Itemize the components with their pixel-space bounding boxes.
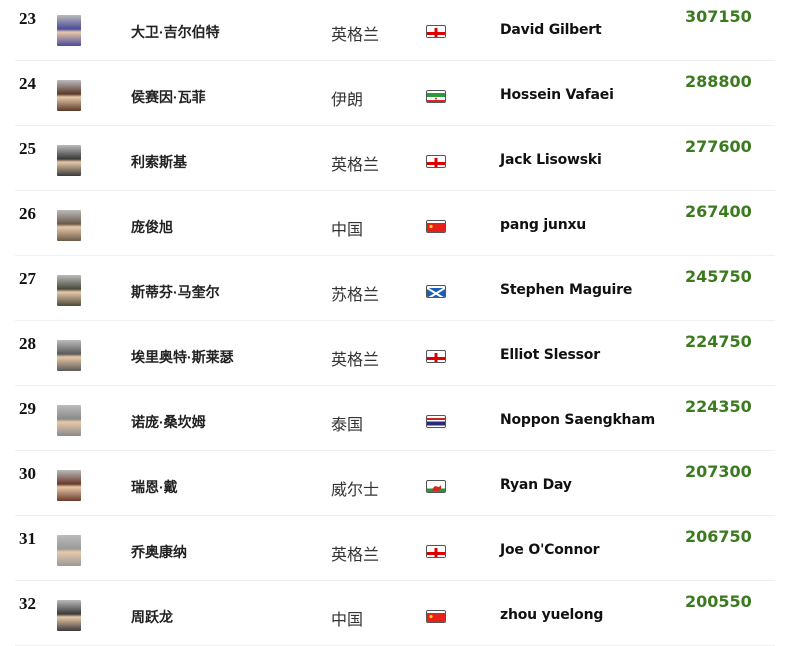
player-name-english[interactable]: Elliot Slessor — [500, 347, 600, 363]
player-avatar[interactable] — [57, 15, 81, 46]
player-country: 泰国 — [331, 417, 364, 434]
ranking-points: 224350 — [685, 397, 752, 416]
player-name-english[interactable]: Stephen Maguire — [500, 282, 633, 298]
table-row: 30 瑞恩·戴 威尔士 Ryan Day 207300 — [15, 451, 775, 516]
table-row: 31 乔奥康纳 英格兰 Joe O'Connor 206750 — [15, 516, 775, 581]
ranking-points: 307150 — [685, 7, 752, 26]
table-row: 32 周跃龙 中国 zhou yuelong 200550 — [15, 581, 775, 646]
player-name-chinese[interactable]: 庞俊旭 — [131, 219, 173, 235]
player-country: 威尔士 — [331, 482, 380, 499]
player-avatar[interactable] — [57, 275, 81, 306]
player-name-english[interactable]: pang junxu — [500, 217, 587, 233]
player-country: 英格兰 — [331, 27, 380, 44]
iran-flag-icon — [426, 90, 446, 103]
player-name-chinese[interactable]: 利索斯基 — [131, 154, 187, 170]
player-avatar[interactable] — [57, 600, 81, 631]
player-country: 英格兰 — [331, 352, 380, 369]
england-flag-icon — [426, 545, 446, 558]
player-name-chinese[interactable]: 大卫·吉尔伯特 — [131, 24, 220, 40]
england-flag-icon — [426, 25, 446, 38]
england-flag-icon — [426, 350, 446, 363]
player-country: 英格兰 — [331, 547, 380, 564]
ranking-points: 267400 — [685, 202, 752, 221]
player-name-english[interactable]: David Gilbert — [500, 22, 602, 38]
player-name-chinese[interactable]: 周跃龙 — [131, 609, 173, 625]
player-name-chinese[interactable]: 埃里奥特·斯莱瑟 — [131, 349, 234, 365]
player-country: 中国 — [331, 222, 364, 239]
rank: 29 — [19, 399, 36, 418]
player-name-english[interactable]: zhou yuelong — [500, 607, 604, 623]
rank: 23 — [19, 9, 36, 28]
ranking-points: 224750 — [685, 332, 752, 351]
rank: 24 — [19, 74, 36, 93]
player-name-chinese[interactable]: 乔奥康纳 — [131, 544, 187, 560]
ranking-points: 277600 — [685, 137, 752, 156]
player-avatar[interactable] — [57, 80, 81, 111]
ranking-points: 206750 — [685, 527, 752, 546]
rank: 27 — [19, 269, 36, 288]
table-row: 25 利索斯基 英格兰 Jack Lisowski 277600 — [15, 126, 775, 191]
table-row: 24 侯赛因·瓦菲 伊朗 Hossein Vafaei 288800 — [15, 61, 775, 126]
ranking-points: 288800 — [685, 72, 752, 91]
player-name-chinese[interactable]: 诺庞·桑坎姆 — [131, 414, 206, 430]
table-row: 29 诺庞·桑坎姆 泰国 Noppon Saengkham 224350 — [15, 386, 775, 451]
china-flag-icon — [426, 610, 446, 623]
ranking-points: 245750 — [685, 267, 752, 286]
ranking-points: 207300 — [685, 462, 752, 481]
player-avatar[interactable] — [57, 340, 81, 371]
player-name-chinese[interactable]: 瑞恩·戴 — [131, 479, 178, 495]
player-country: 中国 — [331, 612, 364, 629]
table-row: 23 大卫·吉尔伯特 英格兰 David Gilbert 307150 — [15, 0, 775, 61]
thailand-flag-icon — [426, 415, 446, 428]
rank: 28 — [19, 334, 36, 353]
player-country: 伊朗 — [331, 92, 364, 109]
ranking-points: 200550 — [685, 592, 752, 611]
rank: 32 — [19, 594, 36, 613]
player-name-english[interactable]: Noppon Saengkham — [500, 412, 655, 428]
england-flag-icon — [426, 155, 446, 168]
player-avatar[interactable] — [57, 470, 81, 501]
player-avatar[interactable] — [57, 535, 81, 566]
china-flag-icon — [426, 220, 446, 233]
rank: 30 — [19, 464, 36, 483]
player-avatar[interactable] — [57, 145, 81, 176]
rank: 25 — [19, 139, 36, 158]
table-row: 27 斯蒂芬·马奎尔 苏格兰 Stephen Maguire 245750 — [15, 256, 775, 321]
player-name-chinese[interactable]: 斯蒂芬·马奎尔 — [131, 284, 220, 300]
player-country: 英格兰 — [331, 157, 380, 174]
rank: 31 — [19, 529, 36, 548]
player-name-english[interactable]: Hossein Vafaei — [500, 87, 614, 103]
player-avatar[interactable] — [57, 210, 81, 241]
player-avatar[interactable] — [57, 405, 81, 436]
table-row: 28 埃里奥特·斯莱瑟 英格兰 Elliot Slessor 224750 — [15, 321, 775, 386]
rank: 26 — [19, 204, 36, 223]
player-name-english[interactable]: Jack Lisowski — [500, 152, 602, 168]
player-name-english[interactable]: Ryan Day — [500, 477, 572, 493]
player-name-chinese[interactable]: 侯赛因·瓦菲 — [131, 89, 206, 105]
scotland-flag-icon — [426, 285, 446, 298]
player-country: 苏格兰 — [331, 287, 380, 304]
table-row: 26 庞俊旭 中国 pang junxu 267400 — [15, 191, 775, 256]
wales-flag-icon — [426, 480, 446, 493]
player-name-english[interactable]: Joe O'Connor — [500, 542, 600, 558]
